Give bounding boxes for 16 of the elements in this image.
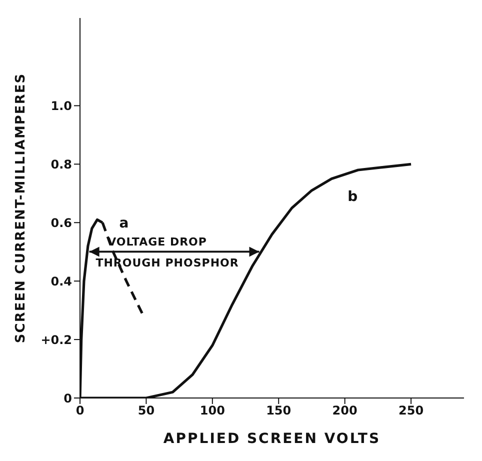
y-tick-label: +0.2: [40, 332, 72, 347]
x-tick-label: 250: [398, 404, 424, 418]
x-tick-label: 150: [266, 404, 292, 418]
y-tick-label: 1.0: [50, 98, 72, 113]
series-label: b: [348, 188, 358, 205]
x-tick-label: 50: [138, 404, 155, 418]
y-tick-label: 0.6: [50, 216, 72, 230]
x-tick-label: 100: [200, 404, 225, 418]
y-axis-title: SCREEN CURRENT-MILLIAMPERES: [14, 72, 29, 344]
y-tick-label: 0.4: [50, 274, 72, 288]
series-label: a: [119, 216, 129, 232]
x-tick-label: 0: [76, 404, 84, 418]
x-tick-label: 200: [332, 404, 358, 418]
y-tick-label: 0.8: [50, 157, 72, 172]
y-tick-label: 0: [64, 391, 72, 406]
x-axis-title: APPLIED SCREEN VOLTS: [163, 431, 381, 447]
